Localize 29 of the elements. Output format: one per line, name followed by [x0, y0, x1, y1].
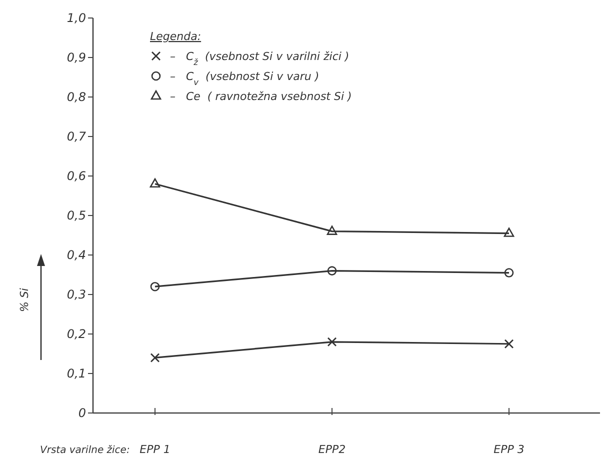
x-tick-label: EPP2	[318, 443, 346, 456]
y-tick-label: 0	[78, 406, 86, 420]
y-tick-label: 1,0	[66, 11, 86, 26]
point	[150, 178, 160, 188]
legend-title: Legenda:	[150, 30, 202, 43]
y-tick-label: 0,9	[66, 50, 86, 65]
y-tick-label: 0,4	[66, 248, 86, 262]
point	[327, 337, 337, 347]
legend-label: – Ce ( ravnotežna vsebnost Si )	[170, 90, 352, 103]
legend-label: – C$_{v}$ (vsebnost Si v varu )	[170, 70, 320, 87]
point	[504, 228, 514, 237]
point	[150, 282, 160, 292]
y-tick-label: 0,8	[66, 90, 86, 104]
point	[327, 266, 337, 276]
y-tick-label: 0,2	[66, 327, 86, 342]
point	[504, 339, 514, 349]
y-tick-label: 0,1	[66, 366, 86, 381]
y-tick-label: 0,5	[66, 208, 86, 223]
y-tick-label: 0,6	[66, 169, 86, 184]
point	[326, 226, 338, 235]
legend-label: – C$_{ž}$ (vsebnost Si v varilni žici )	[170, 50, 350, 67]
x-tick-label: EPP 3	[494, 443, 524, 456]
point	[504, 268, 514, 278]
x-tick-label: EPP 1	[140, 443, 170, 456]
y-axis-title: % Si	[18, 288, 31, 312]
point	[150, 353, 160, 362]
x-axis-title: Vrsta varilne žice:	[40, 445, 130, 456]
y-tick-label: 0,3	[66, 288, 86, 302]
y-tick-label: 0,7	[66, 130, 86, 144]
